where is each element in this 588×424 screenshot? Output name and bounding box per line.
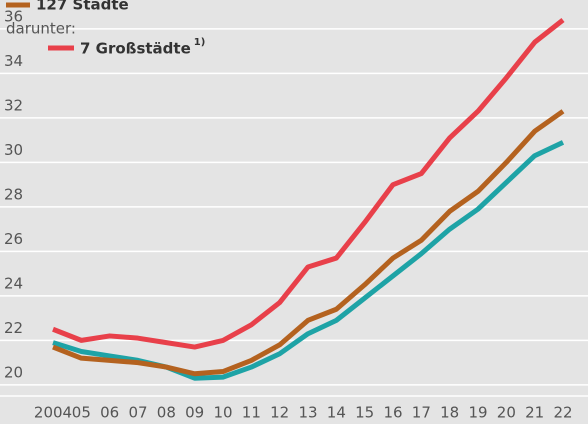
x-tick-label: 21 <box>525 404 544 422</box>
legend-label: 127 Städte <box>36 0 129 14</box>
x-tick-label: 11 <box>242 404 261 422</box>
x-tick-label: 19 <box>468 404 487 422</box>
x-tick-label: 08 <box>157 404 176 422</box>
x-tick-label: 10 <box>213 404 232 422</box>
y-tick-label: 20 <box>4 363 23 381</box>
legend-subheading: darunter: <box>6 20 76 38</box>
x-tick-label: 07 <box>128 404 147 422</box>
x-tick-label: 2004 <box>34 404 72 422</box>
series-line <box>52 109 565 377</box>
lines <box>52 18 565 381</box>
y-tick-label: 32 <box>4 96 23 114</box>
axis: 20 22 24 26 28 30 32 34 36 2004 05 06 07 08 09 10 11 12 13… <box>0 7 588 422</box>
legend-label: 7 Großstädte <box>80 40 191 58</box>
series-line <box>52 18 565 350</box>
x-tick-label: 15 <box>355 404 374 422</box>
x-tick-label: 12 <box>270 404 289 422</box>
x-tick-label: 18 <box>440 404 459 422</box>
y-tick-label: 26 <box>4 230 23 248</box>
x-tick-label: 05 <box>72 404 91 422</box>
y-tick-label: 22 <box>4 319 23 337</box>
x-tick-label: 06 <box>100 404 119 422</box>
footnote-marker: 1) <box>194 37 206 48</box>
grid <box>0 28 588 386</box>
y-tick-label: 36 <box>4 7 23 25</box>
legend: 127 Städte darunter: 7 Großstädte 1) <box>6 0 205 58</box>
x-tick-label: 20 <box>497 404 516 422</box>
x-tick-label: 13 <box>298 404 317 422</box>
y-tick-label: 28 <box>4 185 23 203</box>
x-tick-label: 09 <box>185 404 204 422</box>
x-tick-label: 14 <box>327 404 346 422</box>
x-tick-label: 16 <box>383 404 402 422</box>
y-tick-label: 34 <box>4 52 23 70</box>
x-tick-label: 22 <box>553 404 572 422</box>
x-tick-label: 17 <box>412 404 431 422</box>
y-tick-label: 24 <box>4 274 23 292</box>
y-tick-label: 30 <box>4 141 23 159</box>
